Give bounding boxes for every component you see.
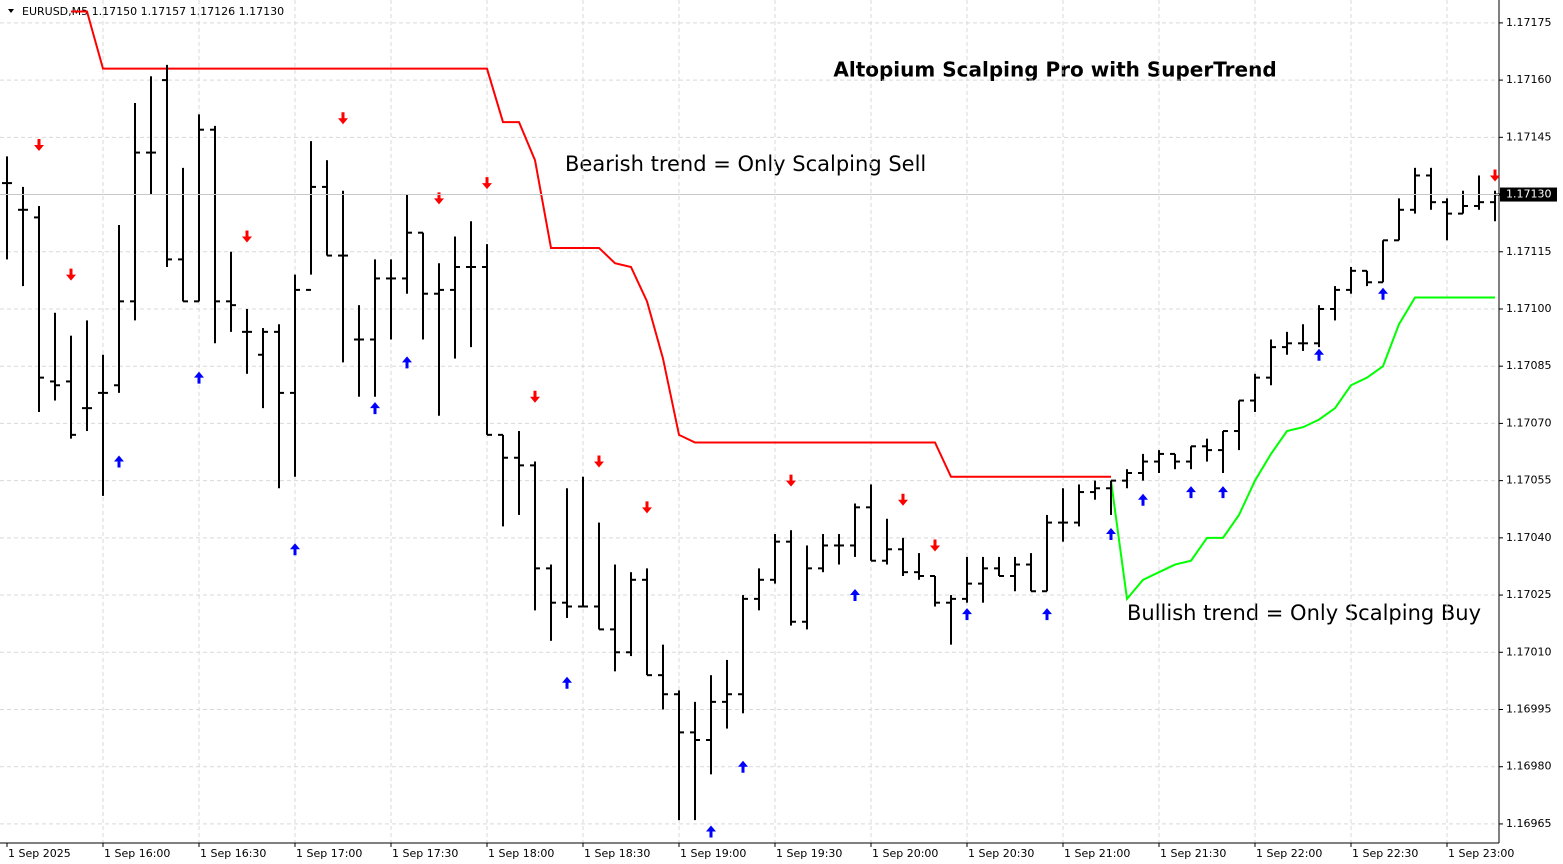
symbol-info: EURUSD,M5 1.17150 1.17157 1.17126 1.1713… — [22, 5, 284, 18]
signal-arrow — [402, 356, 412, 369]
x-tick-label: 1 Sep 22:00 — [1256, 847, 1322, 860]
x-tick-label: 1 Sep 21:30 — [1160, 847, 1226, 860]
signal-arrow — [1490, 169, 1500, 182]
y-tick-label: 1.17085 — [1506, 359, 1552, 372]
signal-arrow — [1106, 528, 1116, 541]
signal-arrow — [290, 543, 300, 556]
signal-arrow — [1042, 608, 1052, 621]
signal-arrow — [338, 112, 348, 125]
x-tick-label: 1 Sep 19:30 — [776, 847, 842, 860]
signal-arrow — [482, 177, 492, 190]
last-price-label: 1.17130 — [1506, 188, 1552, 201]
x-tick-label: 1 Sep 18:30 — [584, 847, 650, 860]
signal-arrow — [530, 390, 540, 403]
x-tick-label: 1 Sep 22:30 — [1352, 847, 1418, 860]
signal-arrow — [194, 371, 204, 384]
signal-arrow — [786, 474, 796, 487]
signal-arrow — [114, 455, 124, 468]
y-tick-label: 1.16980 — [1506, 760, 1552, 773]
y-tick-label: 1.16965 — [1506, 817, 1552, 830]
y-tick-label: 1.17175 — [1506, 16, 1552, 29]
x-tick-label: 1 Sep 16:30 — [200, 847, 266, 860]
supertrend-line — [1110, 296, 1495, 602]
y-tick-label: 1.17055 — [1506, 474, 1552, 487]
y-tick-label: 1.17160 — [1506, 73, 1552, 86]
annotation: Bearish trend = Only Scalping Sell — [565, 152, 926, 176]
x-tick-label: 1 Sep 20:00 — [872, 847, 938, 860]
signal-arrow — [930, 539, 940, 552]
x-tick-label: 1 Sep 2025 — [8, 847, 71, 860]
last-price-box — [1500, 187, 1557, 202]
signal-arrow — [898, 493, 908, 506]
signal-arrow — [1186, 486, 1196, 499]
annotation: Bullish trend = Only Scalping Buy — [1127, 601, 1481, 625]
signal-arrow — [850, 589, 860, 602]
x-tick-label: 1 Sep 19:00 — [680, 847, 746, 860]
signal-arrow — [1218, 486, 1228, 499]
signal-arrow — [242, 230, 252, 243]
signal-arrow — [370, 402, 380, 415]
y-tick-label: 1.17100 — [1506, 302, 1552, 315]
signal-arrow — [434, 192, 444, 205]
y-tick-label: 1.17010 — [1506, 645, 1552, 658]
x-tick-label: 1 Sep 20:30 — [968, 847, 1034, 860]
signal-arrow — [594, 455, 604, 468]
x-tick-label: 1 Sep 18:00 — [488, 847, 554, 860]
signal-arrow — [642, 501, 652, 514]
x-tick-label: 1 Sep 23:00 — [1448, 847, 1514, 860]
signal-arrow — [738, 760, 748, 773]
y-tick-label: 1.17115 — [1506, 245, 1552, 258]
supertrend-line — [71, 10, 1111, 478]
y-tick-label: 1.17145 — [1506, 130, 1552, 143]
signal-arrow — [1314, 348, 1324, 361]
signal-arrow — [34, 138, 44, 151]
x-tick-label: 1 Sep 17:30 — [392, 847, 458, 860]
y-tick-label: 1.17040 — [1506, 531, 1552, 544]
x-tick-label: 1 Sep 17:00 — [296, 847, 362, 860]
x-tick-label: 1 Sep 16:00 — [104, 847, 170, 860]
signal-arrow — [706, 825, 716, 838]
signal-arrow — [562, 676, 572, 689]
y-tick-label: 1.16995 — [1506, 702, 1552, 715]
signal-arrow — [1378, 287, 1388, 300]
chart-title: Altopium Scalping Pro with SuperTrend — [833, 58, 1276, 82]
signal-arrow — [1138, 493, 1148, 506]
signal-arrow — [962, 608, 972, 621]
menu-triangle[interactable] — [8, 9, 14, 13]
signal-arrow — [66, 268, 76, 281]
y-tick-label: 1.17070 — [1506, 416, 1552, 429]
x-tick-label: 1 Sep 21:00 — [1064, 847, 1130, 860]
y-tick-label: 1.17025 — [1506, 588, 1552, 601]
